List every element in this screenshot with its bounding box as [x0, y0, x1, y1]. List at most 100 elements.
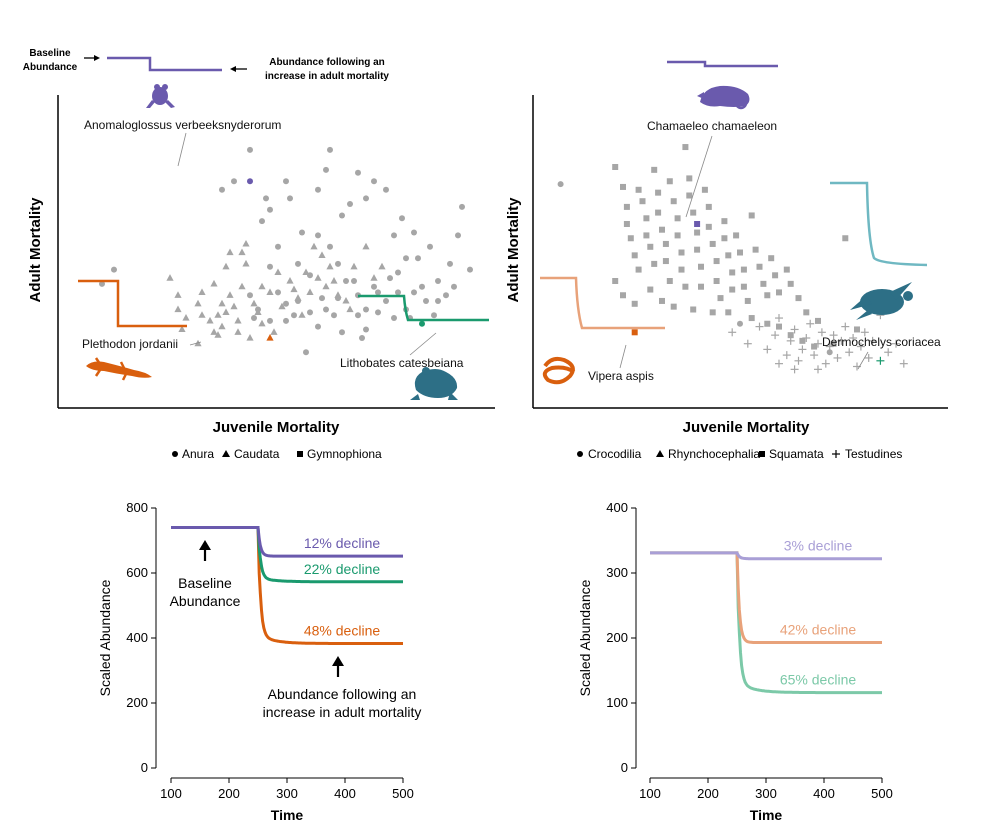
scatter-point-testudines [892, 339, 900, 348]
scatter-point-squamata [670, 303, 677, 310]
scatter-point-anura [99, 280, 105, 287]
scatter-point-squamata [721, 218, 728, 225]
dermochelys-leader [857, 351, 869, 370]
anomaloglossus-leader [177, 132, 187, 167]
scatter-point-testudines [821, 359, 830, 368]
scatter-point-anura [359, 335, 365, 341]
scatter-point-squamata [698, 283, 704, 290]
legend-marker-gymnophiona [297, 451, 303, 457]
y-tick-label: 200 [606, 630, 628, 645]
y-tick-label: 400 [126, 630, 148, 645]
scatter-point-caudata [210, 328, 218, 335]
dermochelys-label: Dermochelys coriacea [822, 335, 941, 349]
scatter-point-squamata [737, 249, 743, 256]
scatter-point-squamata [635, 266, 642, 273]
scatter-point-squamata [787, 332, 794, 339]
scatter-point-squamata [643, 232, 650, 239]
scatter-point-testudines [856, 342, 865, 351]
scatter-point-caudata [234, 328, 242, 335]
scatter-point-squamata [701, 186, 708, 193]
panelD-ticks: 100 200 300 400 500 0 100 200 300 400 [606, 500, 893, 801]
panelD-x-axis-title: Time [750, 807, 783, 823]
note-baseline-line2: Abundance [170, 593, 241, 609]
scatter-point-testudines [802, 334, 811, 342]
y-tick-label: 600 [126, 565, 148, 580]
scatter-point-anura [291, 312, 297, 319]
scatter-point-anura [315, 232, 321, 239]
scatter-point-caudata [258, 319, 266, 327]
scatter-point-anura [219, 186, 225, 193]
y-tick-label: 300 [606, 565, 628, 580]
scatter-point-squamata [682, 144, 689, 151]
callout-following-line2: increase in adult mortality [265, 71, 389, 82]
scatter-point-anura [283, 300, 289, 307]
scatter-point-anura [371, 178, 377, 185]
purple-step-curve [667, 60, 778, 68]
scatter-point-anura [267, 317, 273, 324]
scatter-point-squamata [659, 297, 665, 304]
scatter-point-anura [267, 263, 273, 270]
scatter-point-testudines [794, 356, 803, 365]
scatter-point-caudata [258, 282, 266, 290]
x-tick-label: 500 [392, 786, 414, 801]
scatter-point-anura [455, 232, 461, 239]
scatter-point-squamata [678, 266, 685, 273]
scatter-point-caudata [362, 242, 370, 250]
x-tick-label: 200 [218, 786, 240, 801]
scatter-point-caudata [298, 311, 306, 318]
scatter-point-anura [411, 229, 417, 236]
scatter-point-squamata [659, 226, 665, 233]
scatter-point-testudines [864, 353, 873, 362]
scatter-point-squamata [666, 278, 673, 284]
scatter-point-anura [443, 292, 449, 299]
decline-label: 22% decline [304, 561, 380, 577]
scatter-point-anura [323, 306, 329, 313]
green-step-curve [358, 294, 489, 322]
scatter-point-squamata [651, 260, 658, 267]
scatter-point-squamata [740, 283, 747, 290]
scatter-point-squamata [764, 292, 771, 299]
scatter-point-anura [467, 266, 473, 273]
scatter-point-squamata [854, 326, 860, 333]
scatter-point-anura [267, 206, 273, 213]
scatter-point-squamata [709, 240, 716, 247]
scatter-point-squamata [760, 280, 767, 287]
scatter-point-caudata [194, 299, 202, 307]
scatter-point-caudata [278, 302, 286, 310]
scatter-point-caudata [314, 274, 322, 281]
scatter-point-caudata [198, 311, 206, 318]
scatter-point-squamata [623, 203, 630, 210]
scatter-point-caudata [274, 268, 282, 276]
scatter-point-squamata [717, 295, 724, 302]
scatter-point-crocodilia [737, 320, 743, 327]
scatter-point-caudata [330, 277, 338, 284]
scatter-point-squamata [776, 323, 782, 330]
scatter-point-testudines [798, 345, 807, 354]
panelA-legend: Anura Caudata Gymnophiona [172, 447, 382, 461]
scatter-point-anura [395, 269, 401, 276]
x-tick-label: 100 [160, 786, 182, 801]
orange-step-curve [78, 279, 187, 328]
scatter-point-testudines [814, 365, 822, 374]
scatter-point-squamata [740, 266, 747, 273]
scatter-point-squamata [733, 232, 740, 239]
scatter-point-squamata [830, 340, 837, 347]
legend-marker-squamata [759, 451, 765, 457]
scatter-point-squamata [623, 221, 630, 227]
bullfrog-icon [410, 367, 458, 400]
scatter-point-squamata [713, 278, 720, 284]
scatter-point-squamata [698, 263, 704, 270]
scatter-point-anura [327, 243, 333, 250]
scatter-point-squamata [795, 295, 802, 302]
chamaeleo-label: Chamaeleo chamaeleon [647, 119, 777, 133]
scatter-point-anura [383, 186, 389, 193]
scatter-point-caudata [238, 248, 246, 256]
scatter-point-caudata [218, 299, 226, 307]
scatter-point-caudata [234, 316, 242, 324]
scatter-point-testudines [790, 325, 799, 334]
scatter-point-testudines [728, 328, 737, 337]
scatter-point-squamata [799, 337, 806, 344]
scatter-point-testudines [825, 342, 834, 351]
chamaeleo-leader [685, 135, 713, 218]
scatter-point-anura [363, 326, 369, 333]
